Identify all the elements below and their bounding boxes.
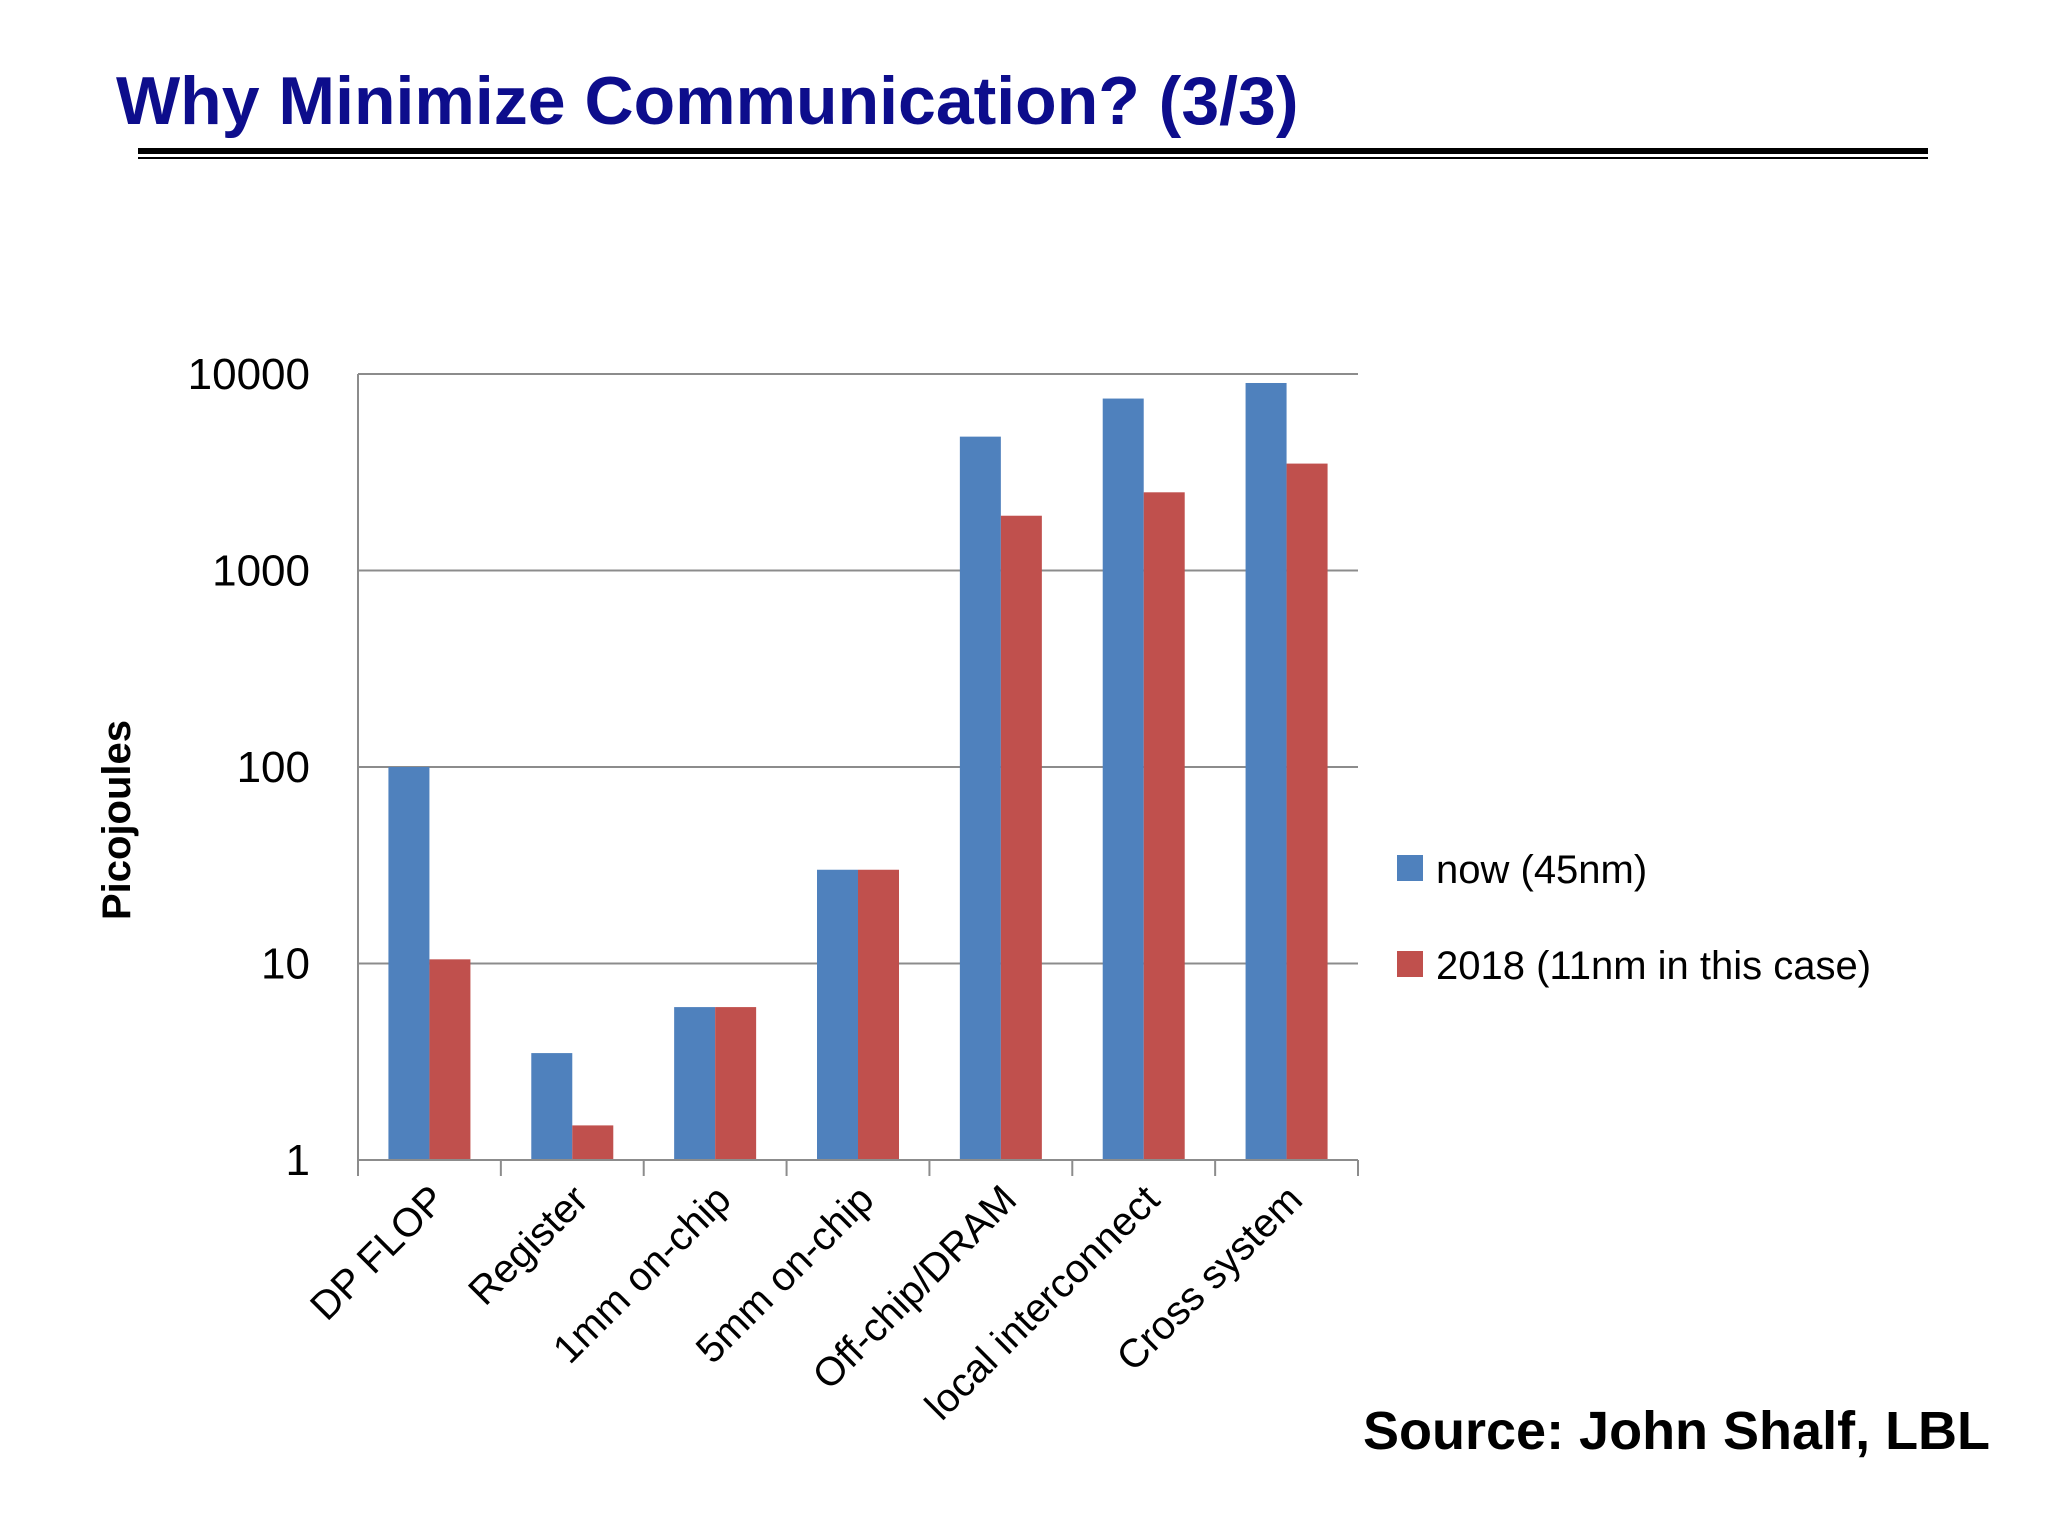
y-tick-label: 10 bbox=[261, 940, 310, 989]
legend-label: now (45nm) bbox=[1436, 848, 1647, 892]
bar-future-3 bbox=[858, 869, 899, 1160]
slide-title: Why Minimize Communication? (3/3) bbox=[116, 63, 1299, 139]
bar-now-5 bbox=[1102, 398, 1144, 1160]
y-tick-label: 100 bbox=[237, 743, 310, 792]
legend-swatch bbox=[1397, 855, 1423, 881]
bar-now-6 bbox=[1245, 382, 1287, 1160]
y-tick-label: 1000 bbox=[212, 547, 310, 596]
bar-future-5 bbox=[1143, 492, 1185, 1160]
bar-now-2 bbox=[674, 1007, 716, 1160]
x-category-label: local interconnect bbox=[917, 1177, 1168, 1428]
source-credit: Source: John Shalf, LBL bbox=[1363, 1401, 1991, 1461]
bar-future-2 bbox=[715, 1007, 757, 1160]
bar-now-1 bbox=[531, 1053, 573, 1160]
bar-future-1 bbox=[572, 1125, 614, 1160]
bar-now-4 bbox=[959, 436, 1001, 1160]
legend-swatch bbox=[1397, 951, 1423, 977]
bar-now-0 bbox=[388, 767, 430, 1160]
y-axis-label: Picojoules bbox=[95, 720, 139, 920]
title-divider-thin bbox=[138, 157, 1928, 159]
legend-label: 2018 (11nm in this case) bbox=[1436, 944, 1871, 988]
title-divider-thick bbox=[138, 148, 1928, 154]
x-category-label: DP FLOP bbox=[302, 1177, 454, 1329]
y-tick-label: 1 bbox=[286, 1136, 310, 1185]
bar-future-0 bbox=[429, 959, 471, 1160]
bar-now-3 bbox=[817, 869, 858, 1160]
bar-future-6 bbox=[1286, 463, 1328, 1160]
bar-future-4 bbox=[1000, 515, 1042, 1160]
x-category-label: Register bbox=[460, 1177, 596, 1313]
y-tick-label: 10000 bbox=[188, 350, 310, 399]
